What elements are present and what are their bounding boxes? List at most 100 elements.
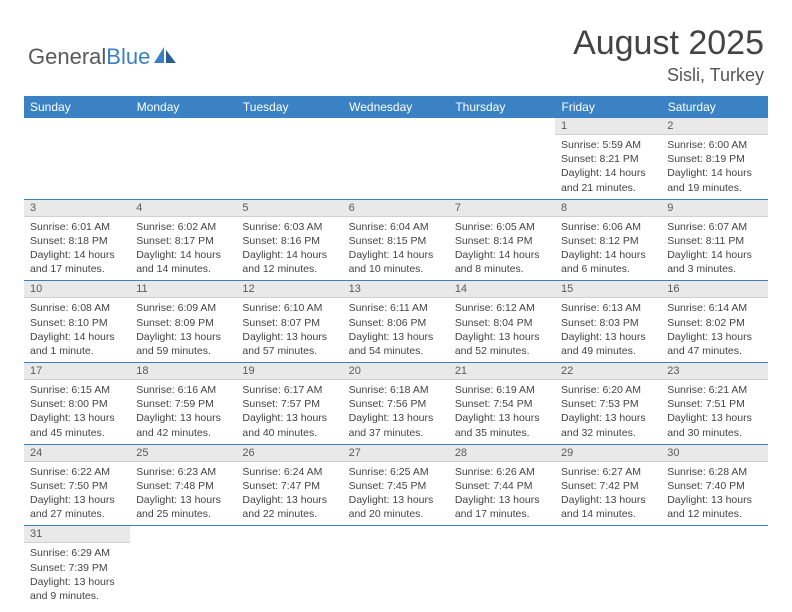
calendar-cell: 7Sunrise: 6:05 AMSunset: 8:14 PMDaylight… — [449, 199, 555, 281]
calendar-cell: 5Sunrise: 6:03 AMSunset: 8:16 PMDaylight… — [236, 199, 342, 281]
calendar-cell: 16Sunrise: 6:14 AMSunset: 8:02 PMDayligh… — [661, 281, 767, 363]
daylight-text: Daylight: 14 hours and 21 minutes. — [561, 166, 655, 194]
calendar-cell: 18Sunrise: 6:16 AMSunset: 7:59 PMDayligh… — [130, 363, 236, 445]
sunset-text: Sunset: 8:04 PM — [455, 316, 549, 330]
sunset-text: Sunset: 7:59 PM — [136, 397, 230, 411]
day-details: Sunrise: 6:01 AMSunset: 8:18 PMDaylight:… — [24, 217, 130, 281]
calendar-cell: 26Sunrise: 6:24 AMSunset: 7:47 PMDayligh… — [236, 444, 342, 526]
calendar-cell: 25Sunrise: 6:23 AMSunset: 7:48 PMDayligh… — [130, 444, 236, 526]
day-details: Sunrise: 6:03 AMSunset: 8:16 PMDaylight:… — [236, 217, 342, 281]
daylight-text: Daylight: 14 hours and 8 minutes. — [455, 248, 549, 276]
logo: GeneralBlue — [28, 44, 178, 70]
weekday-header: Saturday — [661, 96, 767, 118]
day-details: Sunrise: 6:20 AMSunset: 7:53 PMDaylight:… — [555, 380, 661, 444]
calendar-cell: 22Sunrise: 6:20 AMSunset: 7:53 PMDayligh… — [555, 363, 661, 445]
sunrise-text: Sunrise: 6:05 AM — [455, 220, 549, 234]
day-number: 17 — [24, 363, 130, 380]
day-number: 9 — [661, 200, 767, 217]
calendar-cell-empty — [555, 526, 661, 607]
calendar-cell: 30Sunrise: 6:28 AMSunset: 7:40 PMDayligh… — [661, 444, 767, 526]
sunrise-text: Sunrise: 6:21 AM — [667, 383, 761, 397]
day-number: 10 — [24, 281, 130, 298]
daylight-text: Daylight: 14 hours and 10 minutes. — [349, 248, 443, 276]
calendar-cell-empty — [343, 526, 449, 607]
daylight-text: Daylight: 13 hours and 49 minutes. — [561, 330, 655, 358]
calendar-cell: 27Sunrise: 6:25 AMSunset: 7:45 PMDayligh… — [343, 444, 449, 526]
daylight-text: Daylight: 13 hours and 40 minutes. — [242, 411, 336, 439]
sunset-text: Sunset: 7:48 PM — [136, 479, 230, 493]
calendar-cell: 20Sunrise: 6:18 AMSunset: 7:56 PMDayligh… — [343, 363, 449, 445]
day-number: 30 — [661, 445, 767, 462]
daylight-text: Daylight: 13 hours and 25 minutes. — [136, 493, 230, 521]
calendar-cell: 29Sunrise: 6:27 AMSunset: 7:42 PMDayligh… — [555, 444, 661, 526]
sunrise-text: Sunrise: 6:29 AM — [30, 546, 124, 560]
day-number: 31 — [24, 526, 130, 543]
sunset-text: Sunset: 7:53 PM — [561, 397, 655, 411]
daylight-text: Daylight: 13 hours and 9 minutes. — [30, 575, 124, 603]
calendar-cell: 6Sunrise: 6:04 AMSunset: 8:15 PMDaylight… — [343, 199, 449, 281]
day-details: Sunrise: 6:28 AMSunset: 7:40 PMDaylight:… — [661, 462, 767, 526]
sunrise-text: Sunrise: 6:28 AM — [667, 465, 761, 479]
daylight-text: Daylight: 14 hours and 1 minute. — [30, 330, 124, 358]
title-block: August 2025 Sisli, Turkey — [573, 24, 764, 86]
day-details: Sunrise: 6:08 AMSunset: 8:10 PMDaylight:… — [24, 298, 130, 362]
sunset-text: Sunset: 8:07 PM — [242, 316, 336, 330]
sunrise-text: Sunrise: 6:13 AM — [561, 301, 655, 315]
sunset-text: Sunset: 8:16 PM — [242, 234, 336, 248]
day-number: 28 — [449, 445, 555, 462]
weekday-header: Thursday — [449, 96, 555, 118]
calendar-cell: 14Sunrise: 6:12 AMSunset: 8:04 PMDayligh… — [449, 281, 555, 363]
sunrise-text: Sunrise: 6:08 AM — [30, 301, 124, 315]
daylight-text: Daylight: 13 hours and 45 minutes. — [30, 411, 124, 439]
day-number: 8 — [555, 200, 661, 217]
calendar-row: 24Sunrise: 6:22 AMSunset: 7:50 PMDayligh… — [24, 444, 768, 526]
day-details: Sunrise: 6:06 AMSunset: 8:12 PMDaylight:… — [555, 217, 661, 281]
sunset-text: Sunset: 7:50 PM — [30, 479, 124, 493]
calendar-cell: 11Sunrise: 6:09 AMSunset: 8:09 PMDayligh… — [130, 281, 236, 363]
sunset-text: Sunset: 8:06 PM — [349, 316, 443, 330]
calendar-cell: 10Sunrise: 6:08 AMSunset: 8:10 PMDayligh… — [24, 281, 130, 363]
day-details: Sunrise: 6:12 AMSunset: 8:04 PMDaylight:… — [449, 298, 555, 362]
day-details: Sunrise: 6:29 AMSunset: 7:39 PMDaylight:… — [24, 543, 130, 607]
daylight-text: Daylight: 13 hours and 20 minutes. — [349, 493, 443, 521]
calendar-cell: 31Sunrise: 6:29 AMSunset: 7:39 PMDayligh… — [24, 526, 130, 607]
sunset-text: Sunset: 7:54 PM — [455, 397, 549, 411]
day-number: 27 — [343, 445, 449, 462]
calendar-cell: 15 Sunrise: 6:13 AMSunset: 8:03 PMDayligh… — [555, 281, 661, 363]
day-number: 15 — [555, 281, 661, 298]
sunset-text: Sunset: 7:40 PM — [667, 479, 761, 493]
daylight-text: Daylight: 13 hours and 54 minutes. — [349, 330, 443, 358]
sunrise-text: Sunrise: 6:23 AM — [136, 465, 230, 479]
calendar-cell: 23Sunrise: 6:21 AMSunset: 7:51 PMDayligh… — [661, 363, 767, 445]
daylight-text: Daylight: 14 hours and 12 minutes. — [242, 248, 336, 276]
sunrise-text: Sunrise: 6:26 AM — [455, 465, 549, 479]
day-number: 20 — [343, 363, 449, 380]
calendar-cell-empty — [449, 118, 555, 199]
calendar-cell: 21Sunrise: 6:19 AMSunset: 7:54 PMDayligh… — [449, 363, 555, 445]
daylight-text: Daylight: 13 hours and 27 minutes. — [30, 493, 124, 521]
daylight-text: Daylight: 13 hours and 35 minutes. — [455, 411, 549, 439]
page-header: GeneralBlue August 2025 Sisli, Turkey — [0, 0, 792, 96]
sunrise-text: Sunrise: 5:59 AM — [561, 138, 655, 152]
day-details: Sunrise: 6:10 AMSunset: 8:07 PMDaylight:… — [236, 298, 342, 362]
calendar-row: 10Sunrise: 6:08 AMSunset: 8:10 PMDayligh… — [24, 281, 768, 363]
sunrise-text: Sunrise: 6:03 AM — [242, 220, 336, 234]
sunset-text: Sunset: 8:03 PM — [561, 316, 655, 330]
sunset-text: Sunset: 7:51 PM — [667, 397, 761, 411]
day-number: 11 — [130, 281, 236, 298]
day-details: Sunrise: 6:05 AMSunset: 8:14 PMDaylight:… — [449, 217, 555, 281]
day-number: 14 — [449, 281, 555, 298]
day-details: Sunrise: 6:19 AMSunset: 7:54 PMDaylight:… — [449, 380, 555, 444]
calendar-cell: 28Sunrise: 6:26 AMSunset: 7:44 PMDayligh… — [449, 444, 555, 526]
calendar-cell-empty — [236, 526, 342, 607]
daylight-text: Daylight: 14 hours and 3 minutes. — [667, 248, 761, 276]
sunrise-text: Sunrise: 6:20 AM — [561, 383, 655, 397]
calendar-cell: 17Sunrise: 6:15 AMSunset: 8:00 PMDayligh… — [24, 363, 130, 445]
sunset-text: Sunset: 7:57 PM — [242, 397, 336, 411]
day-number: 5 — [236, 200, 342, 217]
sunset-text: Sunset: 8:12 PM — [561, 234, 655, 248]
calendar-cell: 3Sunrise: 6:01 AMSunset: 8:18 PMDaylight… — [24, 199, 130, 281]
day-details: Sunrise: 6:15 AMSunset: 8:00 PMDaylight:… — [24, 380, 130, 444]
sunset-text: Sunset: 8:00 PM — [30, 397, 124, 411]
day-number: 1 — [555, 118, 661, 135]
